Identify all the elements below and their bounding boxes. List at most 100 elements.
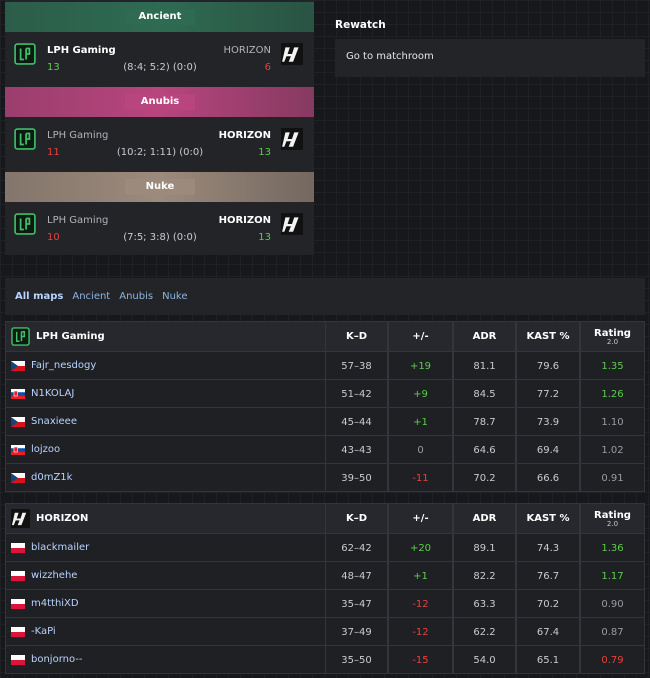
column-header: +/-	[388, 503, 453, 534]
half-scores: (10:2; 1:11) (0:0)	[116, 147, 204, 158]
stat-rating: 1.02	[580, 436, 645, 464]
map-tab[interactable]: Nuke	[162, 291, 188, 302]
column-label: Rating	[594, 327, 631, 339]
column-header: ADR	[453, 321, 516, 352]
stat-adr: 82.2	[453, 562, 516, 590]
team-name: LPH Gaming	[47, 215, 109, 226]
flag	[11, 417, 25, 427]
team-score: 11	[47, 147, 60, 158]
team-score: 6	[264, 62, 271, 73]
flag	[11, 655, 25, 665]
column-label: ADR	[472, 331, 497, 342]
stat-rating: 1.35	[580, 352, 645, 380]
team-score: 13	[47, 62, 60, 73]
stat-diff: +1	[388, 562, 453, 590]
player-name[interactable]: Snaxieee	[31, 416, 77, 427]
player-name[interactable]: m4tthiXD	[31, 598, 79, 609]
column-label: +/-	[412, 331, 429, 342]
stat-diff: -11	[388, 464, 453, 492]
stat-kast: 65.1	[516, 646, 580, 674]
column-label: KAST %	[526, 513, 570, 524]
stat-rating: 0.87	[580, 618, 645, 646]
map-tab[interactable]: Ancient	[72, 291, 111, 302]
stat-kd: 43–43	[325, 436, 388, 464]
flag	[11, 389, 25, 399]
column-label: +/-	[412, 513, 429, 524]
flag	[11, 599, 25, 609]
stat-kast: 79.6	[516, 352, 580, 380]
player-name[interactable]: -KaPi	[31, 626, 56, 637]
team-logo	[14, 43, 36, 65]
team-logo	[11, 327, 30, 346]
player-name[interactable]: wizzhehe	[31, 570, 78, 581]
stat-kast: 74.3	[516, 534, 580, 562]
stat-diff: +1	[388, 408, 453, 436]
stat-rating: 1.36	[580, 534, 645, 562]
team-name: HORIZON	[218, 215, 271, 226]
stat-kast: 73.9	[516, 408, 580, 436]
column-header: Rating 2.0	[580, 321, 645, 352]
rating-version: 2.0	[606, 519, 619, 528]
stat-kast: 70.2	[516, 590, 580, 618]
team-name: HORIZON	[223, 45, 272, 56]
matchroom-link[interactable]: Go to matchroom	[346, 51, 434, 62]
team-logo	[281, 128, 303, 150]
column-header: K–D	[325, 321, 388, 352]
team-logo	[14, 128, 36, 150]
column-label: Rating	[594, 509, 631, 521]
stat-kd: 39–50	[325, 464, 388, 492]
column-label: KAST %	[526, 331, 570, 342]
stat-adr: 89.1	[453, 534, 516, 562]
tabs-bar	[5, 278, 645, 315]
stat-diff: 0	[388, 436, 453, 464]
player-name[interactable]: N1KOLAJ	[31, 388, 75, 399]
team-logo	[11, 509, 30, 528]
stat-rating: 0.91	[580, 464, 645, 492]
rating-version: 2.0	[606, 337, 619, 346]
flag	[11, 627, 25, 637]
stat-kd: 51–42	[325, 380, 388, 408]
player-name[interactable]: bonjorno--	[31, 654, 83, 665]
column-label: ADR	[472, 513, 497, 524]
stat-diff: -12	[388, 618, 453, 646]
stat-diff: +9	[388, 380, 453, 408]
stat-adr: 84.5	[453, 380, 516, 408]
map-tab[interactable]: Anubis	[119, 291, 154, 302]
player-name[interactable]: lojzoo	[31, 444, 61, 455]
stat-kast: 67.4	[516, 618, 580, 646]
team-name: HORIZON	[218, 130, 271, 141]
stat-kast: 76.7	[516, 562, 580, 590]
half-scores: (7:5; 3:8) (0:0)	[123, 232, 197, 243]
stat-adr: 54.0	[453, 646, 516, 674]
stat-diff: +19	[388, 352, 453, 380]
stat-kd: 35–50	[325, 646, 388, 674]
map-name: Nuke	[125, 179, 195, 195]
rewatch-title: Rewatch	[335, 19, 386, 31]
maps-panel	[5, 0, 314, 255]
column-header: +/-	[388, 321, 453, 352]
stat-kd: 57–38	[325, 352, 388, 380]
flag	[11, 543, 25, 553]
team-name: LPH Gaming	[47, 130, 109, 141]
team-name: LPH Gaming	[47, 45, 116, 56]
column-label: K–D	[345, 513, 368, 524]
stat-rating: 0.90	[580, 590, 645, 618]
team-score: 13	[258, 147, 271, 158]
stat-kast: 77.2	[516, 380, 580, 408]
column-header: ADR	[453, 503, 516, 534]
player-name[interactable]: d0mZ1k	[31, 472, 73, 483]
map-name: Ancient	[125, 9, 195, 25]
team-score: 10	[47, 232, 60, 243]
stat-rating: 1.17	[580, 562, 645, 590]
team-logo	[281, 213, 303, 235]
stat-kd: 45–44	[325, 408, 388, 436]
stat-rating: 1.10	[580, 408, 645, 436]
flag	[11, 473, 25, 483]
player-name[interactable]: Fajr_nesdogy	[31, 360, 97, 371]
stat-kd: 48–47	[325, 562, 388, 590]
map-tab[interactable]: All maps	[15, 291, 64, 302]
column-header: K–D	[325, 503, 388, 534]
player-name[interactable]: blackmailer	[31, 542, 90, 553]
stat-kd: 35–47	[325, 590, 388, 618]
